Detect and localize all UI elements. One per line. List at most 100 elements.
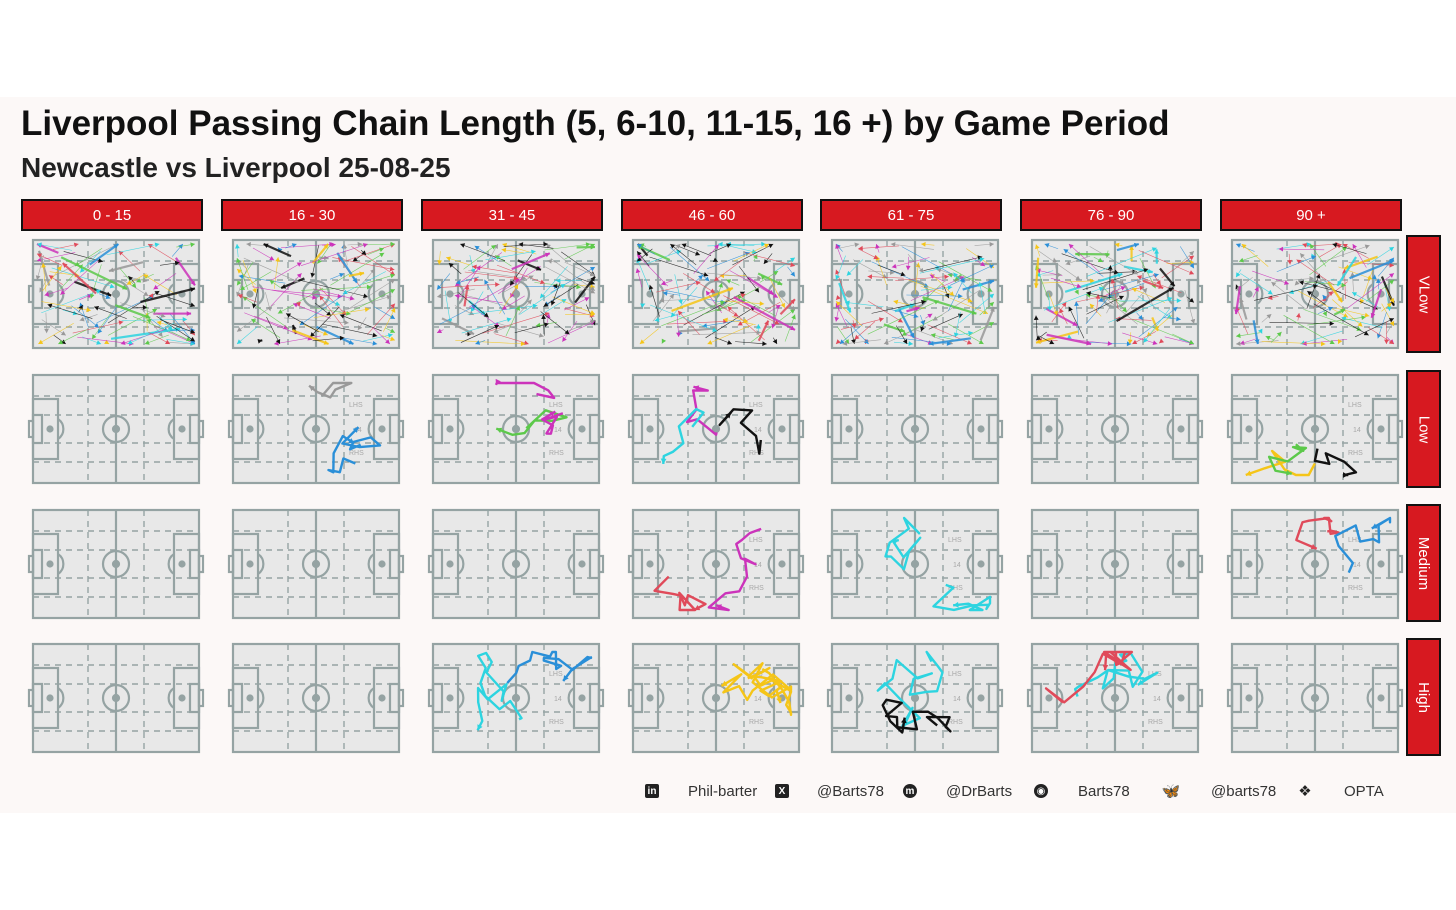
pass-line [271, 289, 343, 298]
pass-line [319, 295, 344, 327]
pass-arrowhead [252, 303, 257, 309]
pass-line [484, 279, 506, 315]
pass-line [1274, 277, 1314, 282]
pass-line [659, 298, 696, 302]
pass-chain [494, 378, 556, 400]
pass-arrowhead [1063, 249, 1069, 254]
pass-arrowhead [455, 279, 461, 285]
github-handle[interactable]: Barts78 [1078, 782, 1130, 800]
pass-line [652, 293, 675, 322]
pass-line [1034, 257, 1040, 288]
pass-arrowhead [386, 295, 392, 300]
pass-line [928, 337, 972, 346]
pass-arrowhead [269, 256, 275, 261]
pass-arrowhead [470, 307, 476, 313]
pass-line [347, 278, 396, 310]
pass-arrowhead [342, 289, 348, 294]
pass-arrowhead [1352, 292, 1358, 297]
pass-arrowhead [1189, 259, 1194, 265]
pass-line [277, 287, 324, 314]
pass-arrowhead [437, 293, 442, 299]
pass-line [906, 294, 963, 297]
pass-arrowhead [1320, 341, 1326, 347]
pass-chain [718, 408, 763, 455]
pass-arrowhead [639, 339, 645, 344]
pass-line [121, 319, 188, 321]
pass-arrowhead [501, 247, 507, 253]
pass-arrowhead [987, 287, 993, 292]
pass-line [468, 270, 527, 279]
pass-line [270, 273, 302, 307]
bluesky-handle[interactable]: @barts78 [1211, 782, 1277, 800]
pass-line [707, 324, 753, 345]
pass-arrowhead [1342, 244, 1348, 249]
pass-arrowhead [1296, 259, 1302, 265]
pass-arrowhead [1120, 286, 1126, 291]
pass-line [930, 272, 955, 297]
pass-arrowhead [98, 258, 103, 263]
mastodon-credit[interactable]: m [903, 779, 917, 803]
pass-arrowhead [143, 291, 149, 296]
pass-line [1240, 273, 1273, 295]
pass-arrowhead [953, 601, 959, 608]
pitch-markings [427, 508, 605, 620]
pass-arrowhead [1370, 312, 1376, 318]
pass-line [467, 305, 538, 315]
pass-line [932, 289, 981, 321]
pitch-vlow-0-15 [27, 238, 205, 350]
pitch-low-61-75 [826, 373, 1004, 485]
pass-arrowhead [576, 284, 581, 290]
pass-arrowhead [854, 242, 860, 248]
pass-arrowhead [86, 307, 91, 313]
pass-arrowhead [1302, 243, 1308, 248]
pass-line [871, 261, 929, 288]
pass-line [1108, 297, 1173, 323]
pass-line [1111, 278, 1119, 310]
pass-line [1368, 327, 1395, 345]
pass-arrowhead [1137, 679, 1144, 685]
pass-line [840, 318, 884, 330]
pass-arrowhead [1328, 291, 1334, 296]
bluesky-credit[interactable]: 🦋 [1162, 779, 1181, 803]
pass-arrowhead [257, 338, 263, 344]
dropbox-credit[interactable]: ❖ [1298, 779, 1312, 803]
pass-arrowhead [147, 244, 153, 249]
pass-arrowhead [909, 332, 915, 338]
pass-arrowhead [240, 285, 246, 290]
pass-arrowhead [953, 272, 958, 278]
mastodon-handle[interactable]: @DrBarts [946, 782, 1013, 800]
pass-line [707, 272, 762, 279]
zone-14-label: 14 [1353, 562, 1361, 569]
pass-arrowhead [704, 276, 710, 282]
pass-line [1306, 273, 1320, 309]
pass-arrowhead [1389, 273, 1394, 278]
pitch-markings [627, 373, 805, 485]
pass-arrowhead [1189, 263, 1194, 269]
pass-arrowhead [236, 258, 241, 263]
linkedin-handle[interactable]: Phil-barter [688, 782, 758, 800]
pass-arrowhead [275, 339, 281, 344]
pass-arrowhead [158, 331, 163, 337]
chart-subtitle: Newcastle vs Liverpool 25-08-25 [21, 152, 451, 183]
pass-arrowhead [960, 278, 965, 284]
pass-line [118, 250, 141, 272]
x-credit[interactable]: X [775, 779, 789, 803]
pass-arrowhead [1386, 306, 1392, 311]
pass-arrowhead [733, 312, 739, 317]
github-credit[interactable]: ◉ [1034, 779, 1048, 803]
pass-arrowhead [1147, 268, 1153, 274]
pass-line [920, 285, 989, 314]
pass-arrowhead [721, 680, 728, 686]
pass-arrowhead [873, 254, 879, 260]
pass-arrowhead [1159, 338, 1165, 344]
pitch-low-46-60: LHS 14 RHS [627, 373, 805, 485]
pass-line [457, 291, 489, 318]
pass-arrowhead [126, 280, 132, 285]
linkedin-credit[interactable]: in [645, 779, 659, 803]
pass-arrowhead [844, 339, 850, 344]
pass-arrowhead [918, 267, 924, 273]
pass-arrowhead [104, 339, 110, 344]
pass-arrowhead [556, 278, 561, 284]
pass-line [1136, 278, 1156, 310]
x-handle[interactable]: @Barts78 [817, 782, 884, 800]
